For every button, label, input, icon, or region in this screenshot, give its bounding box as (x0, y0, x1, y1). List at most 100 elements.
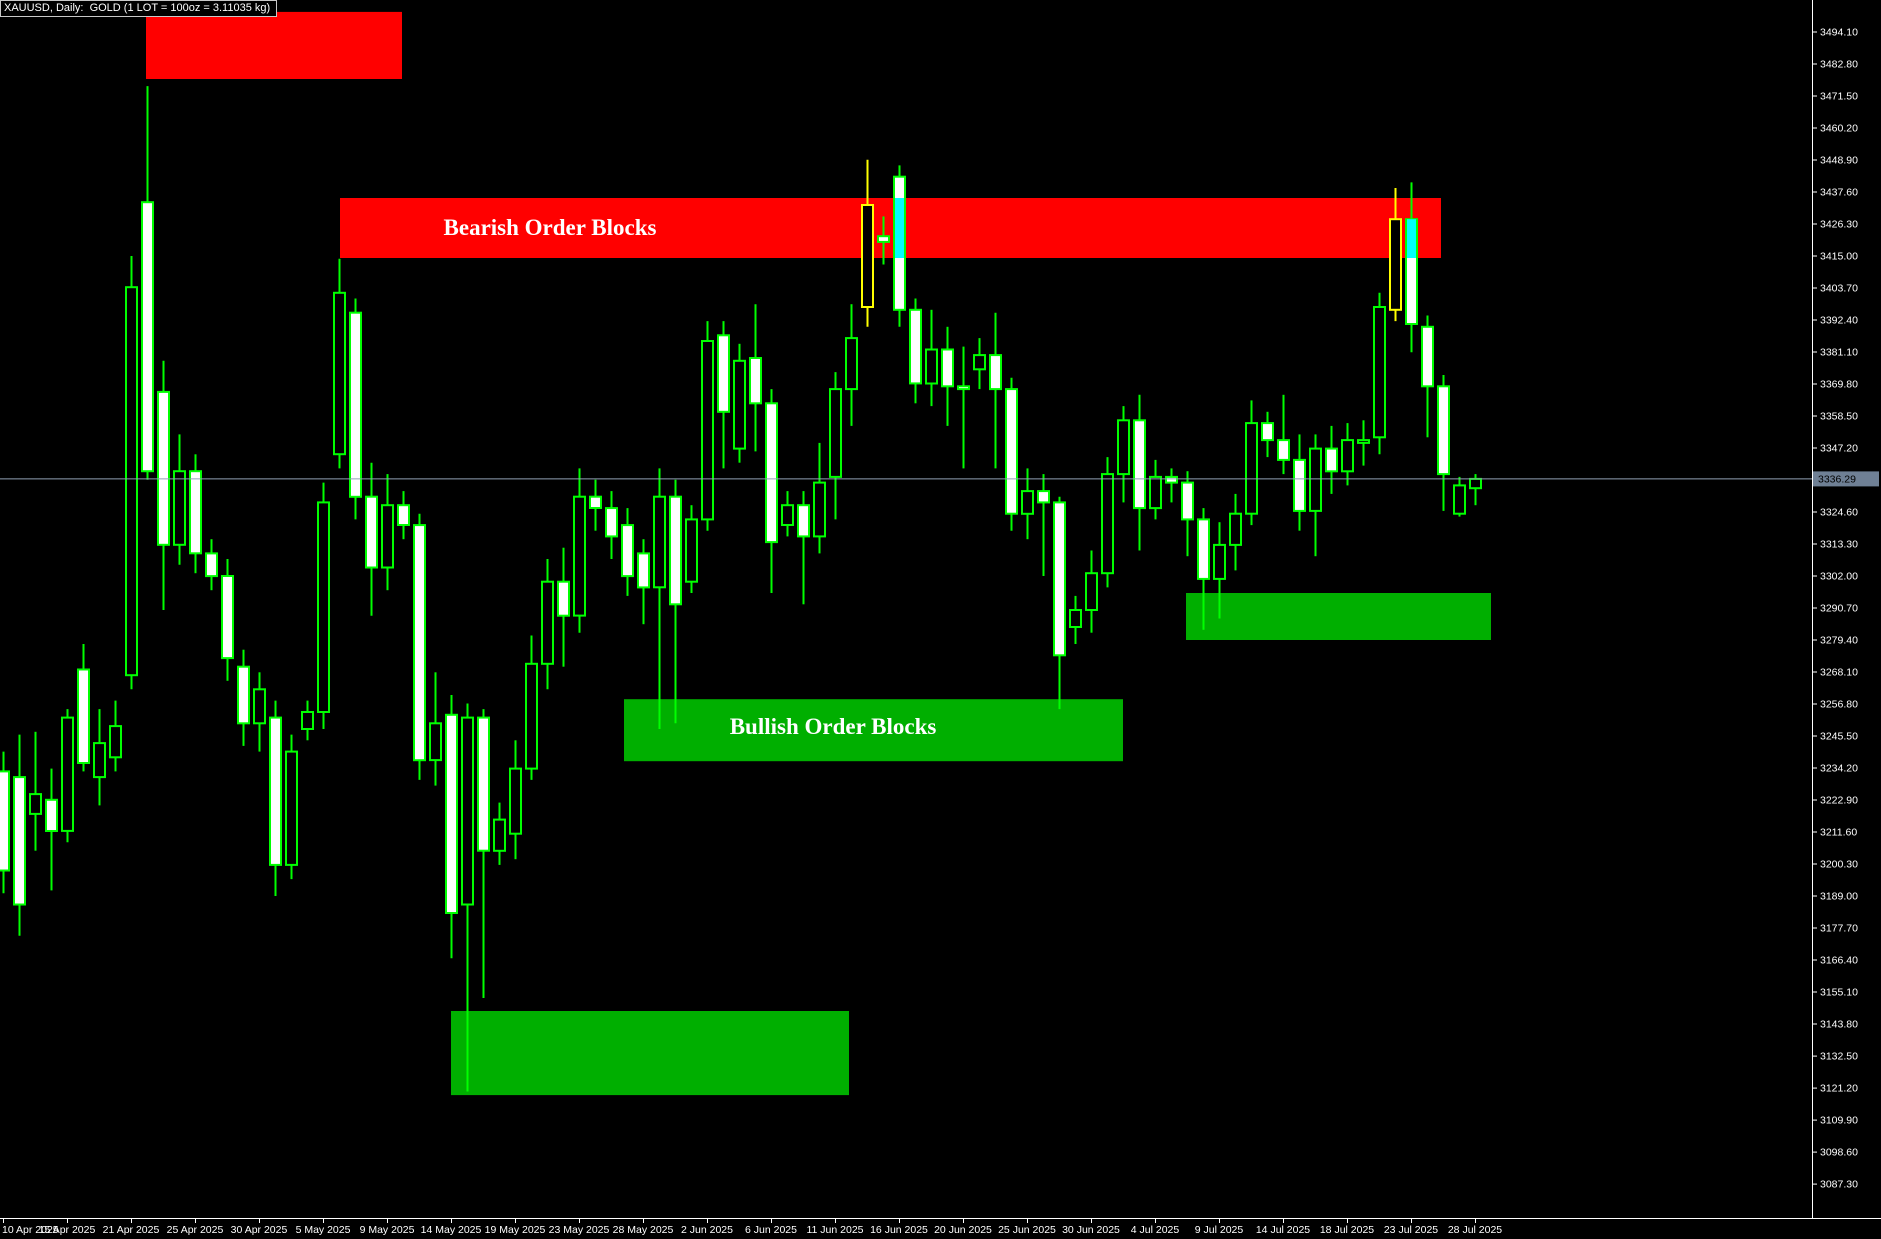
candle-body-25-Jun (1021, 490, 1034, 515)
price-tick-label: 3268.10 (1820, 667, 1858, 679)
candle-body-10-Apr (0, 770, 10, 872)
price-tick-label: 3347.20 (1820, 443, 1858, 455)
candle-body-29-Jun (1069, 609, 1082, 628)
price-tick-label: 3392.40 (1820, 315, 1858, 327)
time-tick-label: 9 May 2025 (360, 1224, 415, 1236)
candle-body-1-May (269, 716, 282, 866)
candle-body-24-Apr (173, 470, 186, 546)
order-block-rect-bullish-zone-right (1186, 593, 1491, 640)
candle-body-5-May (317, 501, 330, 713)
current-price-label: 3336.29 (1818, 473, 1856, 485)
current-price-label-bg (1813, 471, 1879, 487)
candle-body-27-May (621, 524, 634, 578)
candle-body-20-Jun (957, 385, 970, 391)
candle-body-30-Apr (253, 688, 266, 725)
price-tick-label: 3132.50 (1820, 1051, 1858, 1063)
price-tick-label: 3358.50 (1820, 411, 1858, 423)
time-tick-label: 23 Jul 2025 (1384, 1224, 1438, 1236)
candle-body-2-Jul (1117, 419, 1130, 476)
time-tick-label: 15 Apr 2025 (39, 1224, 96, 1236)
price-tick-label: 3234.20 (1820, 763, 1858, 775)
order-block-rect-bullish-zone-main (624, 699, 1123, 762)
time-tick-label: 14 May 2025 (421, 1224, 482, 1236)
candle-body-28-Jul (1469, 477, 1482, 490)
candle-body-26-Jun (1037, 490, 1050, 504)
candle-body-13-Apr (29, 793, 42, 815)
candle-body-14-Jul (1277, 439, 1290, 461)
candle-body-29-May (653, 495, 666, 589)
candle-body-28-May (637, 552, 650, 589)
candle-body-11-Jun (829, 388, 842, 478)
candle-body-11-Jul (1245, 422, 1258, 515)
time-tick-label: 19 May 2025 (485, 1224, 546, 1236)
candle-body-21-Jul (1373, 306, 1386, 439)
candle-body-20-Jul (1357, 439, 1370, 444)
candle-body-2-May (285, 750, 298, 866)
candle-body-20-May (525, 662, 538, 770)
candle-body-9-May (381, 504, 394, 569)
candle-body-23-May (573, 495, 586, 617)
price-tick-label: 3324.60 (1820, 507, 1858, 519)
candle-body-25-Jul (1437, 385, 1450, 476)
candle-body-8-Jul (1197, 518, 1210, 580)
price-tick-label: 3381.10 (1820, 347, 1858, 359)
price-tick-label: 3121.20 (1820, 1083, 1858, 1095)
candle-body-10-Jul (1229, 512, 1242, 546)
candle-body-9-Jun (797, 504, 810, 538)
candle-body-9-Jul (1213, 543, 1226, 580)
time-tick-label: 16 Jun 2025 (870, 1224, 928, 1236)
candle-body-17-Jul (1325, 447, 1338, 473)
candle-body-20-Apr (109, 725, 122, 759)
candle-body-16-Apr (77, 668, 90, 764)
time-tick-label: 4 Jul 2025 (1131, 1224, 1180, 1236)
candle-body-22-Jun (973, 354, 986, 371)
time-tick-label: 6 Jun 2025 (745, 1224, 797, 1236)
candle-body-1-Jul (1101, 473, 1114, 575)
candle-body-3-Jun (717, 334, 730, 413)
candle-body-22-May (557, 580, 570, 617)
candle-body-27-Jul (1453, 484, 1466, 515)
time-tick-label: 25 Jun 2025 (998, 1224, 1056, 1236)
price-tick-label: 3471.50 (1820, 91, 1858, 103)
price-axis[interactable]: 3494.10 3482.80 3471.50 3460.20 3448.90 3437.… (1812, 0, 1879, 1218)
candle-body-11-May (397, 504, 410, 527)
candle-body-30-Jun (1085, 572, 1098, 612)
candle-body-15-Jun (877, 235, 890, 243)
time-tick-label: 28 Jul 2025 (1448, 1224, 1502, 1236)
price-tick-label: 3109.90 (1820, 1115, 1858, 1127)
time-tick-label: 28 May 2025 (613, 1224, 674, 1236)
candle-body-1-Jun (685, 518, 698, 583)
ob-candle-cyan-highlight (1407, 219, 1416, 258)
price-tick-label: 3290.70 (1820, 603, 1858, 615)
time-tick-label: 11 Jun 2025 (806, 1224, 863, 1236)
candle-body-7-May (349, 311, 362, 498)
candle-body-27-Jun (1053, 501, 1066, 657)
price-tick-label: 3245.50 (1820, 731, 1858, 743)
candle-body-22-Jul (1389, 218, 1402, 311)
time-tick-label: 30 Jun 2025 (1062, 1224, 1120, 1236)
candle-body-12-May (413, 524, 426, 762)
candle-body-5-Jun (749, 357, 762, 405)
candle-body-4-May (301, 711, 314, 730)
order-block-rect-bullish-zone-bottom (451, 1011, 849, 1096)
time-tick-label: 25 Apr 2025 (167, 1224, 224, 1236)
candle-body-18-Jul (1341, 439, 1354, 473)
price-tick-label: 3448.90 (1820, 155, 1858, 167)
price-tick-label: 3098.60 (1820, 1147, 1858, 1159)
candle-body-4-Jul (1149, 475, 1162, 510)
time-tick-label: 20 Jun 2025 (934, 1224, 992, 1236)
candle-body-15-Jul (1293, 458, 1306, 512)
price-tick-label: 3166.40 (1820, 955, 1858, 967)
candle-body-21-May (541, 580, 554, 665)
price-tick-label: 3256.80 (1820, 699, 1858, 711)
order-block-rect-bearish-zone-top (146, 11, 402, 79)
candle-body-25-May (589, 495, 602, 510)
candle-body-17-Jun (909, 308, 922, 385)
candle-body-12-Jun (845, 337, 858, 391)
price-tick-label: 3302.00 (1820, 571, 1858, 583)
time-tick-label: 21 Apr 2025 (103, 1224, 160, 1236)
price-tick-label: 3494.10 (1820, 27, 1858, 39)
